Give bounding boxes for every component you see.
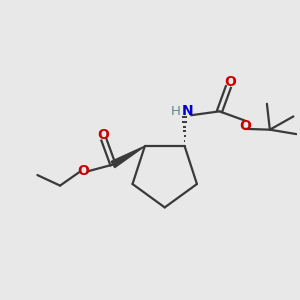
Text: O: O xyxy=(97,128,109,142)
Text: N: N xyxy=(182,104,194,118)
Polygon shape xyxy=(111,146,145,168)
Text: O: O xyxy=(77,164,89,178)
Text: H: H xyxy=(171,105,181,118)
Text: O: O xyxy=(239,119,251,133)
Text: O: O xyxy=(224,75,236,89)
